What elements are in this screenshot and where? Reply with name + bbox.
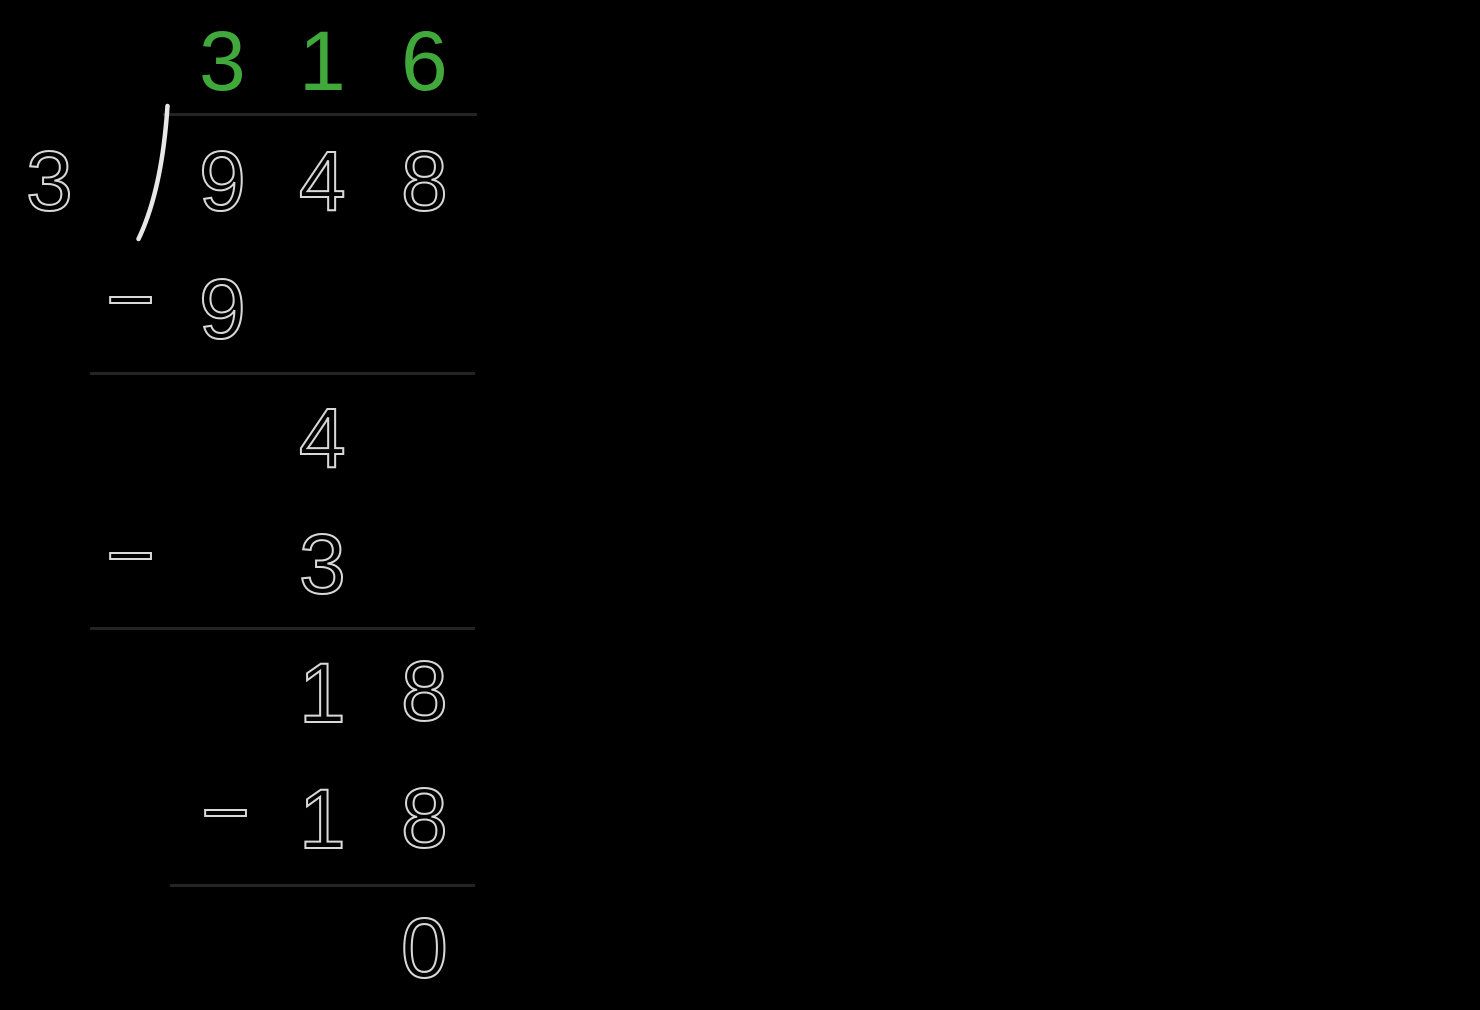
division-bracket-vinculum — [163, 113, 477, 116]
division-bracket-icon — [136, 103, 170, 242]
minus-sign-step3: − — [200, 765, 251, 859]
step2-subtract-digit-tens: 3 — [298, 517, 347, 611]
quotient-digit-hundreds: 3 — [199, 14, 246, 108]
dividend-digit-ones: 8 — [400, 134, 449, 228]
remainder-digit-ones: 0 — [400, 901, 449, 995]
quotient-digit-tens: 1 — [299, 14, 346, 108]
division-bracket-curve — [136, 103, 170, 242]
subtraction-line-step2 — [90, 627, 475, 630]
subtraction-line-step3 — [170, 884, 475, 887]
subtraction-line-step1 — [90, 372, 475, 375]
divisor-digit: 3 — [25, 134, 74, 228]
dividend-digit-tens: 4 — [298, 134, 347, 228]
minus-sign-step2: − — [105, 508, 156, 602]
step3-partial-digit-tens: 1 — [298, 646, 347, 740]
minus-sign-step1: − — [105, 252, 156, 346]
step3-subtract-digit-tens: 1 — [298, 772, 347, 866]
step2-bring-down-digit-tens: 4 — [298, 391, 347, 485]
dividend-digit-hundreds: 9 — [198, 134, 247, 228]
step1-subtract-digit-hundreds: 9 — [198, 262, 247, 356]
step3-partial-digit-ones: 8 — [400, 644, 449, 738]
quotient-digit-ones: 6 — [401, 14, 448, 108]
step3-subtract-digit-ones: 8 — [400, 771, 449, 865]
